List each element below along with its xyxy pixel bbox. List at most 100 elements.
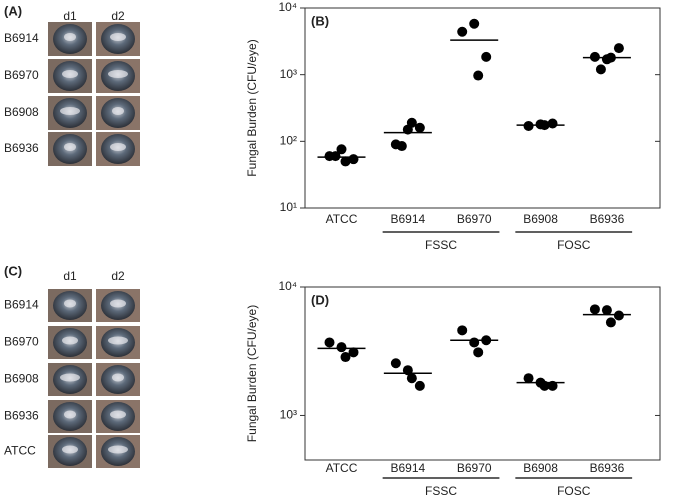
row-label: ATCC (4, 444, 36, 458)
data-point (473, 70, 484, 81)
data-point (396, 141, 407, 152)
x-tick-label: B6936 (590, 461, 625, 475)
group-label: FOSC (557, 238, 591, 252)
eye-photo (96, 326, 140, 359)
row-label: B6970 (4, 335, 39, 349)
eye-highlight (64, 33, 76, 41)
x-tick-label: B6970 (457, 461, 492, 475)
group-label: FSSC (425, 238, 457, 252)
eye-highlight (112, 373, 124, 382)
data-point (414, 380, 425, 391)
eye-photo (96, 363, 140, 396)
data-point (414, 122, 425, 133)
eye-highlight (64, 410, 76, 419)
eye-photo (48, 289, 92, 322)
eye-highlight (64, 299, 76, 308)
data-point (589, 304, 600, 315)
column-label: d2 (111, 9, 125, 23)
eye-highlight (62, 445, 78, 454)
eye-highlight (110, 299, 126, 308)
y-axis-label: Fungal Burden (CFU/eye) (245, 305, 259, 442)
y-tick-label: 10³ (280, 408, 297, 422)
data-point (481, 51, 492, 62)
eye-highlight (60, 373, 80, 382)
data-point (340, 352, 351, 363)
data-point (469, 337, 480, 348)
data-point (406, 373, 417, 384)
data-point (406, 117, 417, 128)
x-tick-label: B6914 (390, 212, 425, 226)
data-point (613, 310, 624, 321)
x-tick-label: ATCC (326, 212, 358, 226)
eye-photo (48, 326, 92, 359)
row-label: B6936 (4, 141, 39, 155)
y-tick-label: 10¹ (280, 200, 297, 214)
panel-label: (B) (311, 13, 329, 28)
plot-frame (304, 7, 661, 209)
data-point (547, 118, 558, 129)
eye-photo (96, 132, 140, 166)
data-point (605, 317, 616, 328)
eye-highlight (110, 33, 126, 41)
eye-photo (48, 400, 92, 433)
eye-highlight (108, 336, 128, 345)
eye-highlight (110, 143, 126, 151)
eye-highlight (112, 107, 124, 115)
row-label: B6914 (4, 298, 39, 312)
data-point (348, 347, 359, 358)
eye-highlight (60, 107, 80, 115)
data-point (473, 347, 484, 358)
data-point (457, 26, 468, 37)
eye-photo (48, 132, 92, 166)
data-point (324, 337, 335, 348)
y-tick-label: 10³ (280, 67, 297, 81)
group-label: FSSC (425, 484, 457, 498)
x-tick-label: B6908 (523, 212, 558, 226)
data-point (340, 156, 351, 167)
eye-highlight (62, 70, 78, 78)
row-label: B6970 (4, 68, 39, 82)
data-point (601, 305, 612, 316)
eye-highlight (110, 410, 126, 419)
data-point (390, 358, 401, 369)
x-tick-label: B6914 (390, 461, 425, 475)
x-tick-label: B6908 (523, 461, 558, 475)
x-tick-label: B6970 (457, 212, 492, 226)
data-point (330, 151, 341, 162)
eye-photo (96, 289, 140, 322)
eye-photo (48, 363, 92, 396)
x-tick-label: ATCC (326, 461, 358, 475)
eye-highlight (62, 336, 78, 345)
data-point (523, 120, 534, 131)
column-label: d1 (63, 9, 77, 23)
y-tick-label: 10⁴ (278, 0, 297, 14)
y-tick-label: 10⁴ (278, 279, 297, 293)
data-point (336, 144, 347, 155)
row-label: B6908 (4, 372, 39, 386)
eye-highlight (64, 143, 76, 151)
eye-photo (48, 435, 92, 468)
data-point (523, 373, 534, 384)
eye-photo (96, 22, 140, 56)
panel-label: (D) (311, 292, 329, 307)
column-label: d1 (63, 269, 77, 283)
y-tick-label: 10² (280, 134, 297, 148)
eye-photo (48, 59, 92, 93)
panel-label: (A) (4, 3, 22, 18)
row-label: B6908 (4, 105, 39, 119)
data-point (336, 342, 347, 353)
group-label: FOSC (557, 484, 591, 498)
data-point (595, 64, 606, 75)
eye-highlight (108, 70, 128, 78)
column-label: d2 (111, 269, 125, 283)
plot-frame (304, 286, 661, 461)
eye-photo (48, 22, 92, 56)
eye-photo (48, 96, 92, 130)
eye-photo (96, 59, 140, 93)
panel-label: (C) (4, 263, 22, 278)
data-point (469, 18, 480, 29)
data-point (589, 51, 600, 62)
data-point (613, 43, 624, 54)
row-label: B6914 (4, 31, 39, 45)
